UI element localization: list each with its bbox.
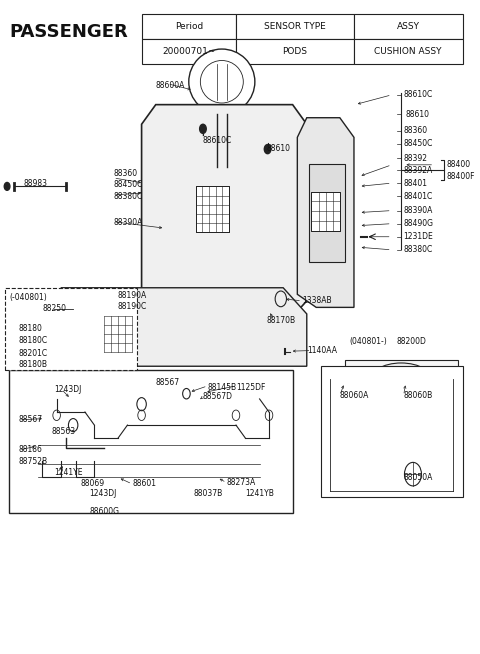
- Text: PODS: PODS: [282, 47, 308, 56]
- Text: 88392A: 88392A: [404, 165, 433, 175]
- Text: 88050A: 88050A: [404, 473, 433, 482]
- Text: 88490G: 88490G: [404, 219, 433, 228]
- Text: 1231DE: 1231DE: [404, 232, 433, 241]
- Text: 88250: 88250: [42, 304, 66, 313]
- Text: 88601: 88601: [132, 479, 156, 489]
- Text: 1243DJ: 1243DJ: [54, 385, 82, 394]
- Text: 1241YB: 1241YB: [245, 489, 274, 498]
- Bar: [321, 366, 463, 497]
- Text: 88190A: 88190A: [118, 291, 147, 300]
- Text: (040801-): (040801-): [349, 337, 387, 346]
- Text: 1243DJ: 1243DJ: [90, 489, 117, 498]
- Text: 88400F: 88400F: [446, 172, 475, 181]
- Text: 88060A: 88060A: [340, 391, 369, 400]
- Text: 88360: 88360: [404, 126, 428, 135]
- PathPatch shape: [345, 360, 458, 399]
- Text: Period: Period: [175, 22, 203, 31]
- Text: 88170B: 88170B: [267, 316, 296, 325]
- Text: 88180C: 88180C: [19, 336, 48, 345]
- Text: 88186: 88186: [19, 445, 43, 455]
- Circle shape: [264, 145, 271, 154]
- PathPatch shape: [142, 105, 307, 327]
- Text: 88273A: 88273A: [227, 478, 256, 487]
- Text: 88567: 88567: [156, 378, 180, 387]
- Text: 20000701~: 20000701~: [162, 47, 216, 56]
- Text: 88450C: 88450C: [113, 180, 143, 189]
- Bar: [104, 316, 132, 352]
- Text: 88060B: 88060B: [404, 391, 433, 400]
- Text: 88380C: 88380C: [113, 192, 143, 201]
- Ellipse shape: [368, 363, 434, 402]
- Circle shape: [200, 124, 206, 133]
- Text: 88180B: 88180B: [19, 360, 48, 370]
- Text: 88610: 88610: [406, 110, 430, 119]
- Text: 88752B: 88752B: [19, 456, 48, 466]
- Bar: [354, 14, 463, 39]
- Text: 88180: 88180: [19, 324, 43, 334]
- Text: 88400: 88400: [446, 160, 470, 169]
- Text: 88983: 88983: [24, 179, 48, 188]
- Bar: [142, 39, 236, 64]
- Ellipse shape: [189, 49, 255, 114]
- Text: 88600G: 88600G: [90, 507, 120, 516]
- Text: 88200D: 88200D: [396, 337, 426, 346]
- Text: PASSENGER: PASSENGER: [10, 23, 128, 41]
- Text: (-040801): (-040801): [10, 293, 47, 302]
- Text: 88401C: 88401C: [404, 192, 433, 201]
- Text: 88610C: 88610C: [404, 90, 433, 99]
- Text: 88567D: 88567D: [203, 392, 233, 402]
- Ellipse shape: [200, 60, 243, 103]
- Bar: [196, 186, 229, 232]
- Text: 88392: 88392: [404, 154, 428, 163]
- Text: 88600A: 88600A: [156, 80, 185, 90]
- Text: CUSHION ASSY: CUSHION ASSY: [374, 47, 442, 56]
- Text: 88610C: 88610C: [203, 136, 232, 145]
- Circle shape: [4, 182, 10, 190]
- Text: 88201C: 88201C: [19, 349, 48, 358]
- Bar: [309, 164, 345, 262]
- Text: 88390A: 88390A: [113, 218, 143, 227]
- Bar: [236, 14, 354, 39]
- Text: 88567: 88567: [19, 415, 43, 424]
- PathPatch shape: [38, 288, 307, 366]
- Text: ASSY: ASSY: [397, 22, 420, 31]
- Text: 88380C: 88380C: [404, 245, 433, 254]
- Text: 88190C: 88190C: [118, 301, 147, 311]
- Text: 88563: 88563: [52, 427, 76, 436]
- Bar: [354, 39, 463, 64]
- Text: 88037B: 88037B: [193, 489, 223, 498]
- Text: 88610: 88610: [267, 144, 291, 153]
- Bar: [142, 14, 236, 39]
- Text: 88145B: 88145B: [208, 383, 237, 392]
- Bar: [312, 192, 340, 231]
- Text: 1125DF: 1125DF: [236, 383, 265, 392]
- Text: SENSOR TYPE: SENSOR TYPE: [264, 22, 326, 31]
- PathPatch shape: [297, 118, 354, 307]
- Text: 1338AB: 1338AB: [302, 296, 332, 305]
- Text: 88360: 88360: [113, 169, 137, 178]
- Text: 88069: 88069: [80, 479, 104, 489]
- Bar: [236, 39, 354, 64]
- Text: 1140AA: 1140AA: [307, 346, 337, 355]
- Bar: [5, 288, 137, 370]
- Text: 1241YE: 1241YE: [54, 468, 83, 477]
- Bar: [10, 370, 293, 513]
- Text: 88450C: 88450C: [404, 139, 433, 148]
- Text: 88390A: 88390A: [404, 206, 433, 215]
- Text: 88401: 88401: [404, 179, 428, 188]
